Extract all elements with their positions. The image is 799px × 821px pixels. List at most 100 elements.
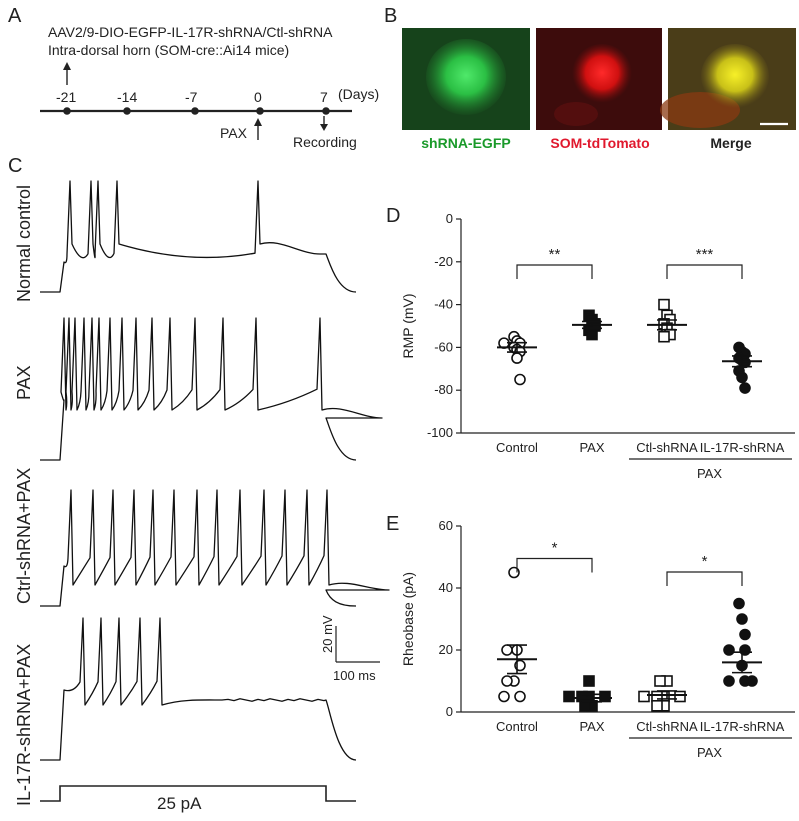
egfp-cell: [426, 39, 506, 115]
panel-c: C Normal control PAX Ctrl-shRNA+PAX IL-1…: [8, 155, 390, 813]
data-point: [733, 597, 745, 610]
data-point: [674, 690, 686, 703]
x-tick-label: Control: [496, 719, 538, 734]
panel-b: B shRNA-EGFP SOM-tdTomato Merge: [384, 5, 796, 151]
merge-cell: [701, 44, 769, 108]
trace-label-il17r-shrna-pax: IL-17R-shRNA+PAX: [14, 644, 34, 806]
significance-label: *: [702, 553, 708, 570]
panel-c-letter: C: [8, 155, 22, 177]
voltage-trace-ctl-shrna-pax: [40, 489, 390, 607]
x-tick-label: IL-17R-shRNA: [700, 440, 785, 455]
panel-a: A AAV2/9-DIO-EGFP-IL-17R-shRNA/Ctl-shRNA…: [8, 5, 379, 150]
significance-label: ***: [696, 246, 714, 263]
timeline-point-7: [322, 107, 330, 115]
panel-a-letter: A: [8, 5, 22, 27]
data-point: [583, 675, 595, 687]
trace-label-pax: PAX: [14, 365, 34, 400]
timeline-point-minus14: [123, 107, 131, 115]
data-point: [638, 690, 650, 703]
data-point: [579, 699, 591, 712]
tdtomato-label: SOM-tdTomato: [550, 135, 649, 151]
significance-label: **: [549, 246, 561, 263]
tdtomato-background-blob: [554, 102, 598, 126]
x-tick-label: PAX: [579, 719, 604, 734]
panel-d-rmp-chart: D 0 -20 -40 -60 -80 -100 RMP (mV) Control PAX Ctl…: [386, 205, 795, 481]
stimulus-label: 25 pA: [157, 794, 202, 813]
data-point: [651, 699, 663, 712]
tick-label-0: 0: [254, 89, 262, 105]
timeline-point-0: [256, 107, 264, 115]
recording-arrow-head: [320, 124, 328, 131]
x-tick-label: Ctl-shRNA: [636, 440, 698, 455]
data-point: [739, 382, 751, 394]
y-tick-label: -40: [434, 297, 453, 312]
data-point: [746, 675, 758, 687]
data-point: [563, 690, 575, 703]
panel-e-rheobase-chart: E 0 20 40 60 Rheobase (pA) Control PAX Ctl-shRN…: [386, 513, 795, 760]
tdtomato-cell: [572, 44, 632, 104]
x-tick-label: Ctl-shRNA: [636, 719, 698, 734]
y-tick-label: -100: [427, 425, 453, 440]
group-label: PAX: [697, 745, 722, 760]
trace-label-normal-control: Normal control: [14, 185, 34, 302]
y-tick-label: 20: [439, 642, 453, 657]
virus-label: AAV2/9-DIO-EGFP-IL-17R-shRNA/Ctl-shRNA: [48, 24, 333, 40]
data-point: [654, 675, 666, 687]
panel-b-letter: B: [384, 5, 397, 27]
y-tick-label: -20: [434, 254, 453, 269]
scale-mv-label: 20 mV: [320, 615, 335, 653]
data-point: [514, 690, 526, 703]
data-point: [739, 628, 751, 641]
pax-arrow-head: [254, 118, 262, 126]
panel-d-letter: D: [386, 205, 400, 227]
y-axis-title: RMP (mV): [400, 293, 416, 358]
tick-label-minus14: -14: [117, 89, 137, 105]
significance-bracket: [516, 557, 593, 573]
y-tick-label: -80: [434, 382, 453, 397]
trace-label-ctl-shrna-pax: Ctrl-shRNA+PAX: [14, 468, 34, 604]
y-axis-title: Rheobase (pA): [400, 572, 416, 666]
data-point: [723, 675, 735, 687]
tick-label-7: 7: [320, 89, 328, 105]
days-label: (Days): [338, 86, 379, 102]
timeline-points: [63, 107, 330, 115]
recording-label: Recording: [293, 134, 357, 150]
significance-bracket: [666, 264, 743, 279]
y-tick-label: -60: [434, 339, 453, 354]
timeline-point-minus21: [63, 107, 71, 115]
x-tick-label: Control: [496, 440, 538, 455]
voltage-trace-normal-control: [40, 180, 357, 293]
data-point: [736, 371, 748, 384]
y-tick-label: 40: [439, 580, 453, 595]
group-label: PAX: [697, 466, 722, 481]
timeline-point-minus7: [191, 107, 199, 115]
significance-bracket: [516, 264, 593, 279]
data-point: [501, 675, 513, 687]
rmp-plot-area: 0 -20 -40 -60 -80 -100 RMP (mV) Control PAX Ctl-s…: [400, 211, 795, 481]
tick-label-minus21: -21: [56, 89, 76, 105]
data-point: [599, 690, 611, 703]
data-point: [723, 644, 735, 656]
x-tick-label: IL-17R-shRNA: [700, 719, 785, 734]
voltage-trace-pax: [40, 317, 383, 461]
injection-arrow-head: [63, 62, 71, 70]
injection-site-label: Intra-dorsal horn (SOM-cre::Ai14 mice): [48, 42, 289, 58]
panel-e-letter: E: [386, 513, 399, 535]
rheobase-plot-area: 0 20 40 60 Rheobase (pA) Control PAX Ctl-shRNA I…: [400, 518, 795, 760]
significance-label: *: [552, 540, 558, 557]
data-point: [658, 298, 670, 311]
data-point: [736, 613, 748, 625]
y-tick-label: 60: [439, 518, 453, 533]
voltage-trace-il17r-shrna-pax: [40, 617, 357, 761]
pax-label: PAX: [220, 125, 248, 141]
significance-bracket: [666, 571, 743, 586]
egfp-label: shRNA-EGFP: [421, 135, 510, 151]
data-point: [511, 352, 523, 364]
x-tick-label: PAX: [579, 440, 604, 455]
data-point: [501, 644, 513, 656]
data-point: [658, 330, 670, 343]
current-step-stimulus: [40, 785, 356, 802]
scale-ms-label: 100 ms: [333, 668, 376, 683]
data-point: [514, 373, 526, 386]
